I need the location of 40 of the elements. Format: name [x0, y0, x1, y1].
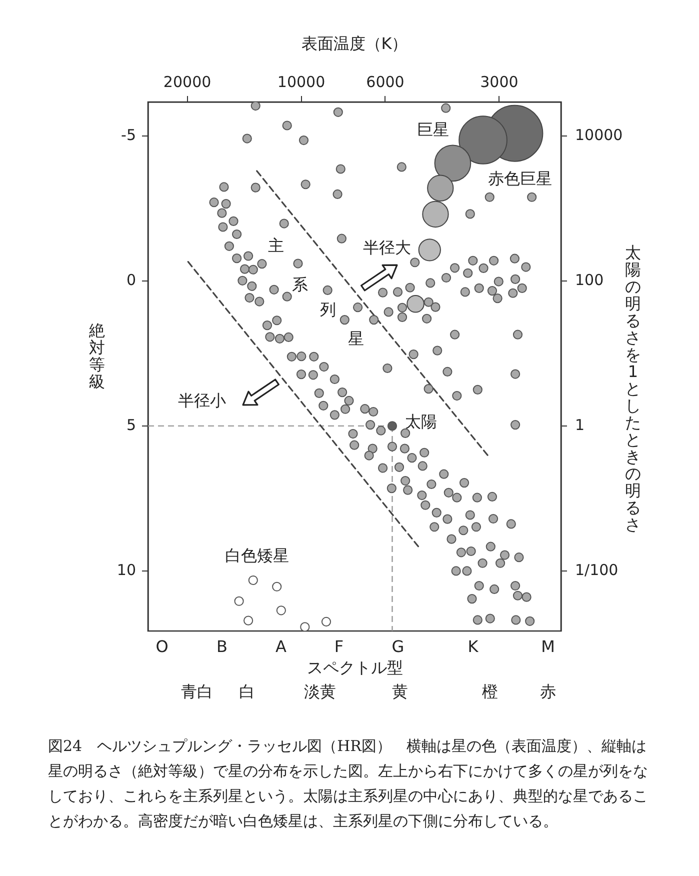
- text: 赤: [540, 682, 556, 702]
- annotation: 星: [348, 329, 364, 348]
- y2-tick-label: 5: [126, 416, 136, 434]
- y-tick-label: 100: [575, 270, 604, 289]
- text: A: [276, 637, 287, 656]
- text: G: [392, 637, 404, 656]
- text: M: [541, 637, 555, 656]
- text: 青白: [181, 682, 213, 702]
- x-tick-label: 3000: [480, 72, 518, 91]
- y2-axis-title: 絶対等級: [88, 321, 106, 391]
- annotation: 半径小: [178, 391, 226, 410]
- x-axis-title: 表面温度（K）: [300, 34, 409, 55]
- y2-tick-label: -5: [121, 126, 136, 144]
- annotation: 半径大: [363, 238, 411, 258]
- text: 淡黄: [304, 682, 336, 702]
- text: 太陽の明るさを1としたときの明るさ: [625, 243, 641, 534]
- y2-tick-label: 0: [126, 270, 136, 289]
- annotation: 巨星: [417, 120, 449, 140]
- text: F: [334, 637, 344, 656]
- x-tick-label: 10000: [277, 72, 326, 91]
- text: B: [216, 637, 228, 656]
- y-tick-label: 10000: [575, 126, 623, 144]
- text: K: [468, 637, 479, 656]
- y-tick-label: 1/100: [575, 560, 618, 579]
- annotation: 系: [292, 275, 308, 294]
- text: スペクトル型: [307, 658, 403, 678]
- y-tick-label: 1: [575, 416, 585, 434]
- text: O: [156, 637, 168, 656]
- x-tick-label: 20000: [163, 72, 212, 91]
- caption: 図24 ヘルツシュプルング・ラッセル図（HR図） 横軸は星の色（表面温度）、縦軸は星の明るさ（絶対等級）で星の分布を示した図。左上から右下にかけて多くの星が列をなしており、これらを主系列星という。太陽は主系列星の中心にあり、典型的な星であることがわかる。高密度だが暗い白色矮星は、主系列星の下側に分布している。: [48, 736, 649, 832]
- y2-tick-label: 10: [116, 560, 136, 579]
- text: 白: [239, 682, 255, 702]
- annotation: 白色矮星: [225, 546, 289, 566]
- x-tick-label: 6000: [366, 72, 404, 91]
- text: 黄: [392, 682, 408, 702]
- annotation: 列: [320, 300, 336, 320]
- text: 橙: [482, 682, 498, 702]
- annotation: 主: [268, 236, 284, 256]
- annotation: 太陽: [405, 412, 438, 432]
- annotation: 赤色巨星: [488, 169, 552, 188]
